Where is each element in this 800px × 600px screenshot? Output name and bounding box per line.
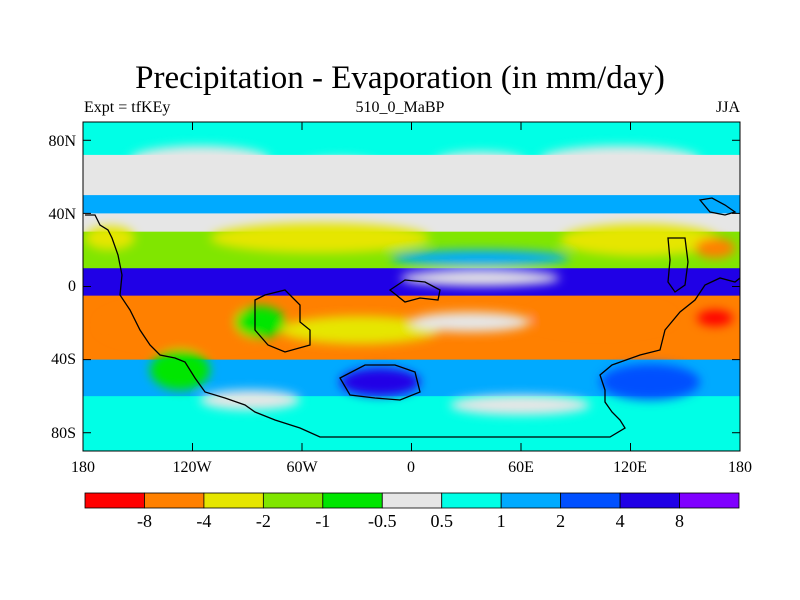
coastline (698, 197, 737, 216)
field-feature (410, 312, 530, 332)
field-feature (697, 310, 733, 326)
colorbar-swatch (203, 492, 264, 509)
field-feature (530, 304, 670, 332)
field-feature (130, 146, 270, 174)
coastline (388, 279, 441, 303)
chart-title: Precipitation - Evaporation (in mm/day) (135, 60, 665, 96)
colorbar-swatch (619, 492, 680, 509)
colorbar-tick-label: -8 (136, 511, 152, 531)
coastline (339, 364, 421, 401)
field-features (85, 146, 735, 415)
coastline (667, 237, 689, 293)
x-tick-label: 0 (407, 459, 415, 476)
y-tick-label: 80N (48, 133, 76, 150)
field-feature (400, 270, 560, 286)
field-feature (450, 395, 590, 415)
colorbar-swatch (560, 492, 621, 509)
x-tick-label: 180 (71, 459, 95, 476)
field-feature (300, 158, 380, 178)
colorbar-tick-label: 1 (496, 511, 506, 531)
field-feature (600, 364, 700, 400)
colorbar-tick-label: 4 (615, 511, 625, 531)
colorbar-tick-label: 2 (556, 511, 566, 531)
colorbar-tick-label: -1 (315, 511, 331, 531)
colorbar-swatch (381, 492, 443, 509)
continent-outlines (85, 197, 740, 438)
axis-ticks (82, 122, 741, 451)
colorbar-swatch (679, 492, 740, 509)
x-tick-label: 120W (172, 459, 212, 476)
x-tick-label: 120E (613, 459, 647, 476)
y-tick-label: 40S (51, 351, 76, 368)
colorbar-tick-label: -0.5 (368, 511, 397, 531)
field-feature (85, 226, 135, 250)
field-feature (390, 250, 570, 266)
y-tick-label: 0 (68, 278, 76, 295)
colorbar-swatch (144, 492, 205, 509)
map-field (83, 122, 740, 451)
y-tick-label: 80S (51, 425, 76, 442)
field-feature (280, 316, 440, 344)
latitude-band (83, 396, 740, 451)
colorbar-tick-label: -2 (255, 511, 271, 531)
field-feature (150, 350, 210, 390)
x-tick-label: 60E (508, 459, 534, 476)
period-label: 510_0_MaBP (355, 99, 445, 116)
field-feature (235, 306, 285, 338)
season-label: JJA (715, 99, 740, 116)
colorbar-swatch (322, 492, 383, 509)
y-tick-label: 40N (48, 206, 76, 223)
field-feature (560, 224, 720, 256)
colorbar-tick-label: -4 (196, 511, 212, 531)
latitude-band (83, 268, 740, 297)
colorbar-swatch (500, 492, 562, 509)
experiment-label: Expt = tfKEy (84, 99, 171, 116)
coastline (254, 289, 311, 353)
colorbar-swatch (441, 492, 502, 509)
field-feature (200, 390, 300, 410)
colorbar-tick-label: 0.5 (430, 511, 453, 531)
field-feature (540, 146, 700, 174)
field-feature (210, 223, 430, 253)
latitude-band (83, 195, 740, 214)
colorbar (84, 492, 740, 509)
field-feature (100, 303, 280, 347)
x-tick-label: 60W (286, 459, 318, 476)
field-feature (695, 238, 735, 258)
x-tick-label: 180 (728, 459, 752, 476)
coastline (85, 214, 740, 438)
colorbar-tick-label: 8 (675, 511, 685, 531)
colorbar-swatch (84, 492, 145, 509)
field-feature (340, 368, 420, 396)
colorbar-swatch (262, 492, 324, 509)
field-feature (435, 152, 525, 172)
